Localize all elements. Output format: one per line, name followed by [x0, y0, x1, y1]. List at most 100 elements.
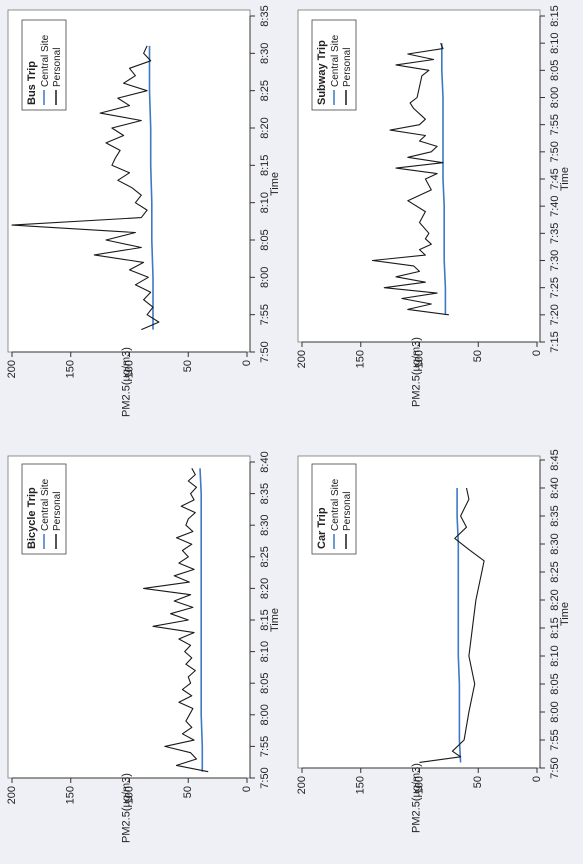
car-xtick-label: 8:30 [549, 533, 561, 554]
subway-ytick-label: 150 [355, 350, 367, 368]
subway-legend: Subway Trip Central Site Personal [311, 19, 357, 111]
car-ytick-label: 100 [413, 776, 425, 794]
bicycle-chart: 0 50 100 150 200 7:50 7:55 8:00 8:05 8:10 8:15 8:20… [6, 451, 281, 843]
bus-xtick-label: 7:55 [259, 304, 271, 325]
bus-xtick-label: 8:25 [259, 80, 271, 101]
bus-xtick-label: 8:00 [259, 267, 271, 288]
car-series-central-site-line [456, 488, 462, 763]
bus-xtick-label: 8:30 [259, 43, 271, 64]
car-chart: 0 50 100 150 200 7:50 7:55 8:00 8:05 8:10 8:15 8:20… [296, 449, 571, 833]
car-legend-box [311, 463, 357, 555]
bicycle-legend-box [21, 463, 67, 555]
subway-legend-label: Personal [342, 48, 353, 87]
bicycle-xtick-label: 8:25 [259, 546, 271, 567]
car-legend-label: Central Site [330, 478, 341, 531]
car-ylabel: PM2.5(µg/m3) [411, 763, 423, 833]
car-xtick-label: 7:50 [549, 757, 561, 778]
car-ytick-label: 200 [296, 776, 308, 794]
bus-ytick-label: 100 [123, 360, 135, 378]
subway-xtick-label: 7:35 [549, 223, 561, 244]
bus-xlabel: Time [269, 172, 281, 196]
bus-ytick-label: 50 [182, 360, 194, 372]
subway-xtick-label: 8:10 [549, 32, 561, 53]
subway-ytick-label: 50 [472, 350, 484, 362]
car-ytick-label: 50 [472, 776, 484, 788]
car-legend: Car Trip Central Site Personal [311, 463, 357, 555]
bicycle-xtick-label: 8:30 [259, 514, 271, 535]
subway-legend-label: Central Site [330, 34, 341, 87]
bicycle-series-central-site-line [199, 468, 204, 772]
bicycle-xtick-label: 8:15 [259, 609, 271, 630]
bicycle-legend: Bicycle Trip Central Site Personal [21, 463, 67, 555]
subway-chart: 0 50 100 150 200 7:15 7:20 7:25 7:30 7:35 7:40 7:45… [296, 5, 571, 407]
bus-chart-title: Bus Trip [26, 61, 38, 105]
subway-xtick-label: 7:40 [549, 195, 561, 216]
subway-ytick-label: 100 [413, 350, 425, 368]
bus-legend-box [21, 19, 67, 111]
bus-series-personal-line [11, 45, 160, 331]
subway-series-central-site-line [440, 43, 447, 315]
bus-ytick-label: 200 [6, 360, 18, 378]
subway-xtick-label: 8:15 [549, 5, 561, 26]
bus-xtick-label: 8:15 [259, 155, 271, 176]
car-chart-title: Car Trip [316, 507, 328, 549]
bicycle-xtick-label: 8:20 [259, 578, 271, 599]
subway-xtick-label: 7:30 [549, 250, 561, 271]
subway-ytick-label: 200 [296, 350, 308, 368]
bicycle-legend-label: Personal [52, 492, 63, 531]
car-xtick-label: 8:25 [549, 561, 561, 582]
subway-xtick-label: 8:05 [549, 60, 561, 81]
bicycle-ytick-label: 50 [182, 786, 194, 798]
subway-series-personal-line [371, 42, 449, 316]
subway-xtick-label: 7:15 [549, 331, 561, 352]
bus-ytick-label: 0 [241, 360, 253, 366]
car-xtick-label: 7:55 [549, 729, 561, 750]
bus-legend: Bus Trip Central Site Personal [21, 19, 67, 111]
bicycle-xtick-label: 8:05 [259, 672, 271, 693]
bus-series-central-site-line [148, 45, 154, 330]
car-legend-label: Personal [342, 492, 353, 531]
bicycle-ylabel: PM2.5(µg/m3) [121, 773, 133, 843]
bus-ytick-label: 150 [65, 360, 77, 378]
bus-xtick-label: 8:35 [259, 5, 271, 26]
bicycle-ytick-label: 150 [65, 786, 77, 804]
bus-xtick-label: 8:20 [259, 117, 271, 138]
bicycle-ytick-label: 100 [123, 786, 135, 804]
bus-chart: 0 50 100 150 200 7:50 7:55 8:00 8:05 8:10 8:15 8:20… [6, 5, 281, 417]
car-xlabel: Time [559, 602, 571, 626]
bicycle-xtick-label: 8:00 [259, 704, 271, 725]
bicycle-chart-title: Bicycle Trip [26, 487, 38, 549]
bicycle-xlabel: Time [269, 608, 281, 632]
subway-xtick-label: 7:45 [549, 168, 561, 189]
bicycle-legend-label: Central Site [40, 478, 51, 531]
subway-xtick-label: 7:55 [549, 114, 561, 135]
car-xtick-label: 8:15 [549, 617, 561, 638]
subway-xtick-label: 8:00 [549, 87, 561, 108]
bus-xtick-label: 7:50 [259, 341, 271, 362]
bicycle-ytick-label: 200 [6, 786, 18, 804]
car-xtick-label: 8:00 [549, 701, 561, 722]
bicycle-series-personal-line [143, 468, 209, 773]
bus-xtick-label: 8:10 [259, 192, 271, 213]
bicycle-xtick-label: 8:35 [259, 483, 271, 504]
subway-chart-title: Subway Trip [316, 40, 328, 105]
bus-legend-label: Personal [52, 48, 63, 87]
subway-ylabel: PM2.5(µg/m3) [411, 337, 423, 407]
subway-xtick-label: 7:50 [549, 141, 561, 162]
car-xtick-label: 8:35 [549, 505, 561, 526]
car-xtick-label: 8:05 [549, 673, 561, 694]
car-ytick-label: 150 [355, 776, 367, 794]
subway-legend-box [311, 19, 357, 111]
subway-xtick-label: 7:25 [549, 277, 561, 298]
bus-ylabel: PM2.5(µg/m3) [121, 347, 133, 417]
car-xtick-label: 8:40 [549, 477, 561, 498]
car-ytick-label: 0 [531, 776, 543, 782]
car-xtick-label: 8:20 [549, 589, 561, 610]
subway-xtick-label: 7:20 [549, 304, 561, 325]
bicycle-ytick-label: 0 [241, 786, 253, 792]
bus-legend-label: Central Site [40, 34, 51, 87]
subway-ytick-label: 0 [531, 350, 543, 356]
subway-xlabel: Time [559, 167, 571, 191]
